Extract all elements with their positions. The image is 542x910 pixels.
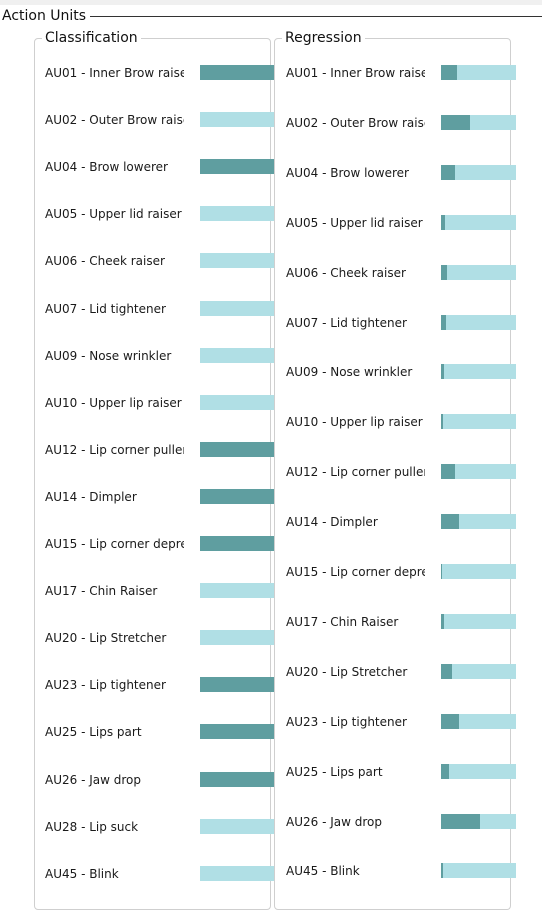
- au-intensity-fill: [441, 264, 447, 280]
- au-intensity-fill: [441, 164, 456, 180]
- au-label: AU14 - Dimpler: [45, 489, 137, 504]
- au-indicator-bar: [200, 536, 275, 551]
- au-indicator-bar: [200, 159, 275, 175]
- regression-title: Regression: [282, 29, 365, 47]
- au-label: AU45 - Blink: [286, 864, 360, 879]
- au-intensity-bar: [441, 464, 516, 480]
- groupbox-border-line: [88, 16, 542, 17]
- au-label: AU07 - Lid tightener: [45, 301, 166, 316]
- au-indicator-bar: [200, 206, 275, 222]
- au-intensity-bar: [441, 663, 516, 679]
- au-indicator-bar: [200, 865, 275, 881]
- au-label: AU09 - Nose wrinkler: [45, 348, 172, 363]
- au-indicator-bar: [200, 112, 275, 128]
- au-intensity-bar: [441, 713, 516, 729]
- au-indicator-bar: [200, 347, 275, 363]
- au-indicator-bar: [200, 630, 275, 646]
- au-intensity-fill: [441, 65, 457, 80]
- au-label: AU04 - Brow lowerer: [286, 165, 409, 180]
- au-indicator-bar: [200, 818, 275, 834]
- au-indicator-bar: [200, 724, 275, 740]
- au-label: AU06 - Cheek raiser: [45, 254, 165, 269]
- au-label: AU09 - Nose wrinkler: [286, 365, 413, 380]
- classification-group: Classification AU01 - Inner Brow raiser A…: [34, 29, 275, 910]
- au-intensity-bar: [441, 314, 516, 330]
- au-label: AU15 - Lip corner depres: [286, 565, 425, 579]
- au-intensity-fill: [441, 813, 480, 829]
- action-units-title: Action Units: [0, 8, 91, 24]
- au-intensity-bar: [441, 364, 516, 380]
- regression-group: Regression AU01 - Inner Brow raiser AU02 …: [274, 29, 516, 910]
- au-intensity-bar: [441, 813, 516, 829]
- au-indicator-bar: [200, 253, 275, 269]
- au-label: AU07 - Lid tightener: [286, 315, 407, 330]
- au-intensity-bar: [441, 164, 516, 180]
- au-label: AU45 - Blink: [45, 866, 119, 881]
- au-indicator-bar: [200, 677, 275, 693]
- au-intensity-bar: [441, 264, 516, 280]
- au-intensity-bar: [441, 863, 516, 879]
- au-label: AU12 - Lip corner puller (: [45, 442, 184, 457]
- au-label: AU04 - Brow lowerer: [45, 160, 168, 175]
- au-indicator-bar: [200, 441, 275, 457]
- au-label: AU05 - Upper lid raiser: [45, 207, 182, 222]
- au-intensity-fill: [441, 713, 459, 729]
- au-label: AU23 - Lip tightener: [286, 714, 407, 729]
- au-label: AU25 - Lips part: [286, 764, 383, 779]
- au-intensity-fill: [441, 364, 444, 380]
- au-intensity-fill: [441, 114, 470, 130]
- au-label: AU02 - Outer Brow raiser: [286, 115, 425, 130]
- au-label: AU12 - Lip corner puller (: [286, 465, 425, 480]
- au-intensity-bar: [441, 613, 516, 629]
- au-intensity-fill: [441, 613, 444, 629]
- au-indicator-bar: [200, 771, 275, 787]
- au-label: AU01 - Inner Brow raiser: [286, 66, 425, 80]
- au-indicator-bar: [200, 300, 275, 316]
- au-label: AU06 - Cheek raiser: [286, 265, 406, 280]
- au-intensity-fill: [441, 314, 446, 330]
- au-intensity-bar: [441, 114, 516, 130]
- au-label: AU25 - Lips part: [45, 725, 142, 740]
- au-label: AU15 - Lip corner depres: [45, 537, 184, 551]
- au-intensity-bar: [441, 414, 516, 430]
- au-intensity-bar: [441, 214, 516, 230]
- au-indicator-bar: [200, 583, 275, 599]
- au-label: AU26 - Jaw drop: [286, 814, 382, 829]
- au-label: AU23 - Lip tightener: [45, 678, 166, 693]
- top-strip: [0, 0, 542, 5]
- au-label: AU26 - Jaw drop: [45, 772, 141, 787]
- au-intensity-bar: [441, 65, 516, 80]
- au-intensity-fill: [441, 414, 443, 430]
- au-label: AU14 - Dimpler: [286, 515, 378, 530]
- au-label: AU02 - Outer Brow raiser: [45, 113, 184, 128]
- au-indicator-bar: [200, 488, 275, 504]
- au-label: AU28 - Lip suck: [45, 819, 139, 834]
- au-intensity-fill: [441, 663, 452, 679]
- au-intensity-bar: [441, 763, 516, 779]
- au-intensity-fill: [441, 514, 459, 530]
- au-label: AU10 - Upper lip raiser: [286, 415, 423, 430]
- au-label: AU20 - Lip Stretcher: [45, 631, 167, 646]
- au-intensity-bar: [441, 564, 516, 579]
- au-label: AU17 - Chin Raiser: [45, 584, 158, 599]
- au-label: AU05 - Upper lid raiser: [286, 215, 423, 230]
- au-intensity-fill: [441, 214, 445, 230]
- au-intensity-bar: [441, 514, 516, 530]
- au-label: AU17 - Chin Raiser: [286, 614, 399, 629]
- au-intensity-fill: [441, 763, 449, 779]
- classification-title: Classification: [42, 29, 141, 47]
- au-intensity-fill: [441, 564, 442, 579]
- au-intensity-fill: [441, 863, 443, 879]
- au-intensity-fill: [441, 464, 456, 480]
- au-label: AU10 - Upper lip raiser: [45, 395, 182, 410]
- au-indicator-bar: [200, 65, 275, 80]
- au-label: AU01 - Inner Brow raiser: [45, 66, 184, 80]
- au-indicator-bar: [200, 394, 275, 410]
- au-label: AU20 - Lip Stretcher: [286, 664, 408, 679]
